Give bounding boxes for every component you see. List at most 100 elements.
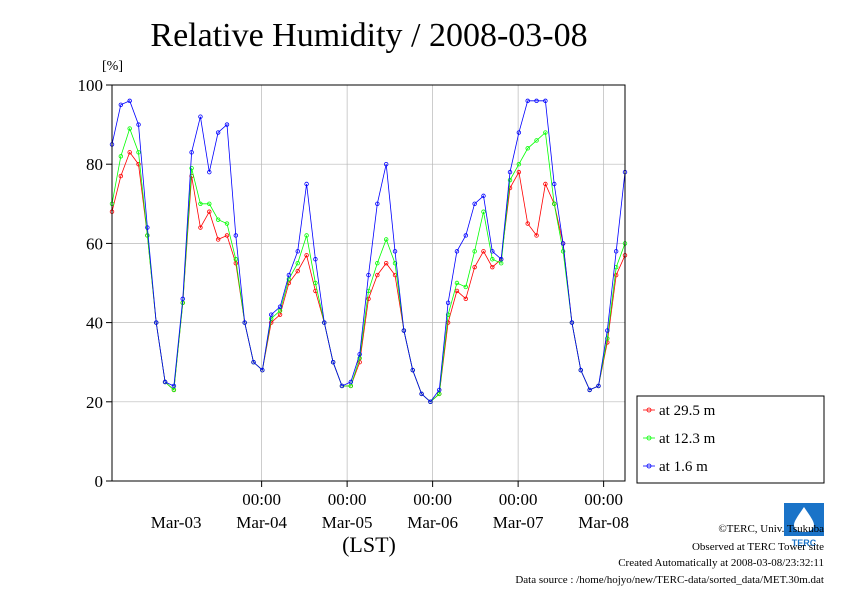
data-point bbox=[490, 249, 495, 254]
footer-source: Data source : /home/hojyo/new/TERC-data/… bbox=[515, 574, 824, 586]
data-point bbox=[366, 272, 371, 278]
data-point bbox=[481, 249, 486, 254]
data-point bbox=[304, 181, 309, 187]
x-time-label: 00:00 bbox=[242, 490, 281, 509]
data-point bbox=[322, 320, 327, 325]
plot-frame bbox=[111, 84, 626, 482]
data-point bbox=[383, 261, 389, 266]
x-axis-label: (LST) bbox=[342, 532, 396, 557]
footer-site: Observed at TERC Tower site bbox=[692, 541, 824, 553]
data-point bbox=[587, 387, 592, 393]
data-point bbox=[481, 193, 486, 199]
data-point bbox=[145, 225, 150, 230]
data-point bbox=[260, 367, 265, 373]
data-point bbox=[543, 130, 548, 135]
data-point bbox=[516, 130, 522, 135]
data-point bbox=[198, 225, 203, 230]
legend-marker bbox=[646, 435, 652, 441]
data-point bbox=[392, 249, 398, 254]
chart-title: Relative Humidity / 2008-03-08 bbox=[150, 17, 587, 54]
data-point bbox=[534, 138, 539, 143]
legend-label: at 1.6 m bbox=[659, 459, 708, 475]
data-point bbox=[613, 272, 619, 278]
data-point bbox=[472, 201, 477, 206]
data-point bbox=[525, 221, 530, 226]
data-point bbox=[136, 161, 141, 167]
data-point bbox=[189, 165, 194, 171]
data-point bbox=[445, 312, 451, 317]
x-date-label: Mar-03 bbox=[151, 513, 202, 532]
data-point bbox=[516, 161, 522, 167]
data-point bbox=[401, 328, 407, 333]
data-point bbox=[145, 233, 150, 238]
data-point bbox=[330, 360, 336, 365]
x-axis: 00:00 00:00 00:00 00:00 00:00 Mar-03 Mar-04 Mar… bbox=[151, 481, 629, 532]
legend: at 29.5 m at 12.3 m at 1.6 m bbox=[636, 395, 825, 484]
footer-created: Created Automatically at 2008-03-08/23:3… bbox=[618, 557, 824, 569]
data-point bbox=[410, 367, 415, 373]
data-point bbox=[233, 233, 239, 238]
y-tick-label: 0 bbox=[95, 472, 104, 491]
data-point bbox=[215, 237, 221, 242]
legend-label: at 29.5 m bbox=[659, 403, 716, 419]
data-point bbox=[366, 296, 371, 302]
legend-label: at 12.3 m bbox=[659, 431, 716, 447]
data-point bbox=[463, 284, 468, 290]
data-point bbox=[392, 261, 398, 266]
data-point bbox=[569, 320, 575, 325]
data-point bbox=[481, 209, 486, 214]
data-point bbox=[224, 221, 230, 226]
y-tick-label: 100 bbox=[78, 76, 104, 95]
data-point bbox=[286, 272, 292, 278]
data-point bbox=[180, 296, 185, 302]
y-tick-label: 40 bbox=[86, 314, 103, 333]
series-group bbox=[109, 98, 628, 404]
data-point bbox=[543, 98, 548, 104]
data-point bbox=[490, 257, 495, 262]
y-tick-label: 80 bbox=[86, 155, 103, 174]
data-point bbox=[463, 296, 468, 302]
y-tick-label: 20 bbox=[86, 393, 103, 412]
data-point bbox=[251, 360, 256, 365]
data-point bbox=[189, 150, 194, 155]
series-line bbox=[111, 127, 626, 403]
data-point bbox=[339, 383, 345, 389]
data-point bbox=[313, 280, 318, 286]
legend-marker bbox=[646, 407, 652, 413]
data-point bbox=[428, 399, 433, 404]
data-point bbox=[136, 150, 141, 155]
data-point bbox=[295, 268, 300, 274]
data-point bbox=[375, 272, 380, 278]
data-point bbox=[454, 280, 460, 286]
y-axis: 0 20 40 60 80 100 bbox=[78, 76, 112, 491]
data-point bbox=[295, 249, 300, 254]
data-point bbox=[454, 249, 460, 254]
data-point bbox=[560, 249, 566, 254]
data-point bbox=[472, 249, 477, 254]
data-point bbox=[613, 249, 619, 254]
legend-box bbox=[636, 395, 825, 484]
x-time-label: 00:00 bbox=[413, 490, 452, 509]
data-point bbox=[525, 146, 530, 151]
data-point bbox=[498, 257, 504, 262]
data-point bbox=[224, 122, 230, 127]
data-point bbox=[127, 126, 132, 131]
data-point bbox=[552, 181, 557, 187]
legend-marker bbox=[646, 463, 652, 469]
y-axis-unit: [%] bbox=[102, 59, 123, 74]
data-point bbox=[304, 253, 309, 258]
data-point bbox=[596, 383, 601, 389]
data-point bbox=[207, 209, 212, 214]
x-time-label: 00:00 bbox=[499, 490, 538, 509]
data-point bbox=[375, 261, 380, 266]
water-drop-icon bbox=[794, 507, 814, 532]
data-point bbox=[127, 98, 132, 104]
data-point bbox=[490, 264, 495, 270]
data-point bbox=[578, 367, 583, 373]
data-point bbox=[534, 98, 539, 104]
plot-area bbox=[112, 85, 625, 481]
data-point bbox=[534, 233, 539, 238]
x-date-label: Mar-06 bbox=[407, 513, 458, 532]
data-point bbox=[304, 233, 309, 238]
